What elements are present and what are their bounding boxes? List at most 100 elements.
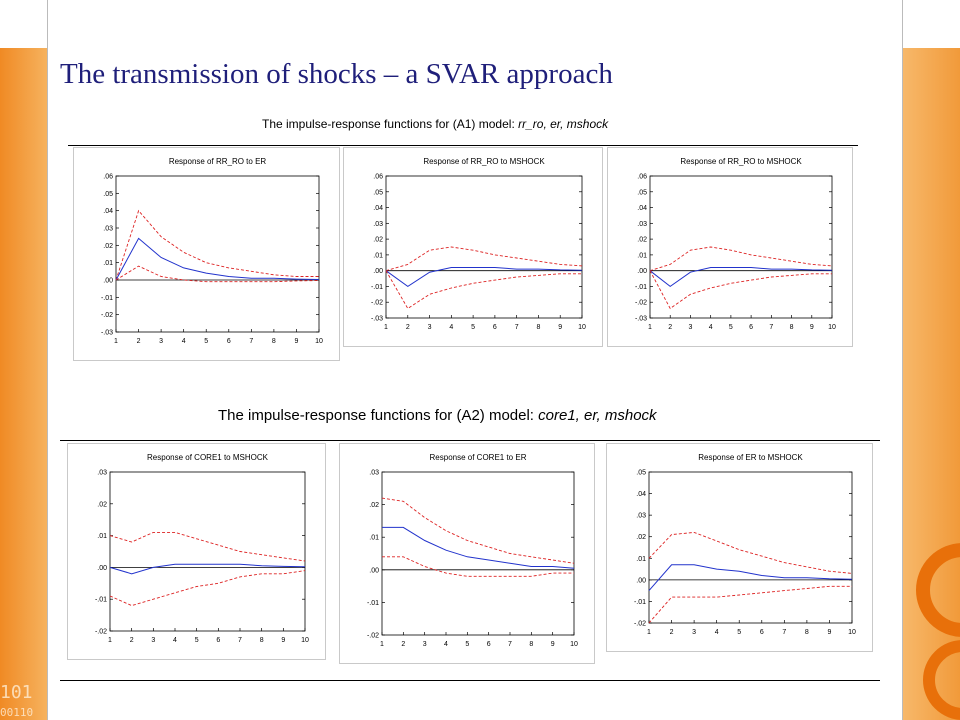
lower-band-line (115, 265, 320, 283)
x-tick-label: 4 (449, 324, 453, 331)
x-tick-label: 6 (760, 629, 764, 636)
x-tick-label: 7 (249, 338, 253, 345)
x-tick-label: 3 (151, 637, 155, 644)
upper-band-line (381, 497, 575, 564)
x-tick-label: 10 (848, 629, 856, 636)
upper-band-line (115, 209, 319, 281)
response-line (648, 564, 853, 591)
x-tick-label: 2 (130, 637, 134, 644)
response-line (385, 267, 583, 288)
chart-title: Response of RR_RO to MSHOCK (680, 157, 802, 166)
chart-title: Response of ER to MSHOCK (698, 453, 803, 462)
lower-band-line (385, 270, 582, 310)
y-tick-label: -.03 (101, 330, 113, 337)
y-tick-label: -.01 (367, 600, 379, 607)
x-tick-label: 5 (471, 324, 475, 331)
y-tick-label: .00 (103, 278, 113, 285)
x-tick-label: 3 (692, 629, 696, 636)
upper-band-line (649, 246, 833, 272)
y-tick-label: .01 (97, 533, 107, 540)
y-tick-label: -.02 (371, 300, 383, 307)
y-tick-label: -.02 (367, 633, 379, 640)
binary-digits-decoration: 101 00110 (0, 682, 34, 720)
x-tick-label: 2 (670, 629, 674, 636)
y-tick-label: .01 (637, 252, 647, 259)
irf-panel-4: Response of CORE1 to MSHOCK .03 .02 .01 .00 -… (67, 443, 326, 660)
irf-chart-6: Response of ER to MSHOCK .05 .04 .03 .02 .01.… (634, 453, 856, 636)
chart-title: Response of RR_RO to MSHOCK (423, 157, 545, 166)
plot-frame (385, 175, 583, 319)
x-tick-label: 7 (782, 629, 786, 636)
chart-title: Response of CORE1 to ER (430, 453, 527, 462)
x-tick-label: 10 (301, 637, 309, 644)
y-tick-label: .02 (636, 534, 646, 541)
plot-frame (648, 471, 853, 624)
left-decoration: 101 00110 (0, 0, 47, 720)
irf-chart-1: Response of RR_RO to ER .06 .05 .04 .03 .02 .0… (101, 157, 323, 345)
lower-band-line (109, 570, 306, 607)
x-tick-label: 6 (493, 324, 497, 331)
orange-rings-decoration (916, 543, 960, 720)
irf-panel-3: Response of RR_RO to MSHOCK .06 .05 .04 .03.… (607, 147, 853, 347)
y-tick-label: .02 (97, 501, 107, 508)
y-tick-label: .06 (637, 174, 647, 181)
x-tick-label: 10 (578, 324, 586, 331)
irf-chart-2: Response of RR_RO to MSHOCK .06 .05 .04 .03.… (371, 157, 586, 331)
response-line (115, 237, 320, 281)
y-tick-label: .05 (103, 191, 113, 198)
bottom-rule (60, 680, 880, 681)
x-tick-label: 3 (688, 324, 692, 331)
irf-panel-2: Response of RR_RO to MSHOCK .06 .05 .04 .03.… (343, 147, 603, 347)
y-tick-label: .01 (369, 535, 379, 542)
irf-panel-1: Response of RR_RO to ER .06 .05 .04 .03 .02 .0… (73, 147, 340, 361)
x-tick-label: 1 (647, 629, 651, 636)
y-tick-label: .04 (637, 205, 647, 212)
y-tick-label: .02 (373, 237, 383, 244)
upper-band-line (109, 531, 306, 562)
x-tick-label: 4 (709, 324, 713, 331)
x-tick-label: 5 (729, 324, 733, 331)
x-tick-label: 3 (428, 324, 432, 331)
x-tick-label: 8 (529, 641, 533, 648)
x-tick-label: 4 (173, 637, 177, 644)
x-tick-label: 8 (790, 324, 794, 331)
y-tick-label: -.02 (634, 621, 646, 628)
x-tick-label: 5 (204, 338, 208, 345)
x-tick-label: 7 (238, 637, 242, 644)
lower-band-line (649, 270, 832, 310)
y-tick-label: -.02 (101, 312, 113, 319)
y-tick-label: .05 (373, 189, 383, 196)
y-tick-label: .00 (373, 268, 383, 275)
x-tick-label: 1 (648, 324, 652, 331)
section-a2-title-model: core1, er, mshock (538, 407, 657, 424)
x-tick-label: 4 (182, 338, 186, 345)
x-tick-label: 7 (515, 324, 519, 331)
x-tick-label: 10 (828, 324, 836, 331)
plot-frame (109, 471, 306, 632)
plot-frame (381, 471, 575, 636)
x-tick-label: 9 (827, 629, 831, 636)
x-tick-label: 3 (423, 641, 427, 648)
chart-title: Response of CORE1 to MSHOCK (147, 453, 269, 462)
x-tick-label: 8 (536, 324, 540, 331)
y-tick-label: .03 (369, 470, 379, 477)
section-a1-rule (68, 145, 858, 146)
y-tick-label: .04 (373, 205, 383, 212)
y-tick-label: .05 (636, 470, 646, 477)
x-tick-label: 7 (769, 324, 773, 331)
y-tick-label: .03 (636, 513, 646, 520)
x-tick-label: 3 (159, 338, 163, 345)
response-line (649, 267, 833, 288)
x-tick-label: 6 (749, 324, 753, 331)
y-tick-label: -.02 (635, 300, 647, 307)
y-tick-label: -.03 (635, 316, 647, 323)
x-tick-label: 5 (465, 641, 469, 648)
section-a1-title-model: rr_ro, er, mshock (518, 117, 609, 131)
y-tick-label: .04 (636, 491, 646, 498)
section-a2-rule (60, 440, 880, 441)
y-tick-label: .03 (637, 221, 647, 228)
section-a2-title: The impulse-response functions for (A2) … (218, 407, 657, 424)
y-tick-label: .06 (373, 174, 383, 181)
x-tick-label: 2 (406, 324, 410, 331)
x-tick-label: 2 (668, 324, 672, 331)
